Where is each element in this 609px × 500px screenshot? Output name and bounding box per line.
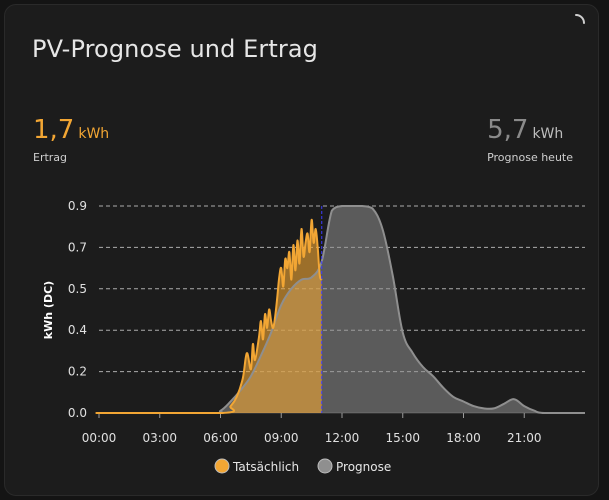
forecast-today-unit: kWh [532,126,564,142]
y-tick-label: 0.9 [68,199,87,213]
card-title: PV-Prognose und Ertrag [32,35,318,63]
forecast-series-line [98,205,585,415]
x-tick-label: 09:00 [264,431,299,445]
forecast-today-stat[interactable]: 5,7 kWh Prognose heute [487,115,573,164]
x-tick-label: 03:00 [142,431,177,445]
x-tick-label: 18:00 [446,431,481,445]
actual-yield-unit: kWh [78,126,110,142]
actual-yield-label: Ertrag [33,151,68,164]
actual-yield-value: 1,7 [33,115,75,145]
y-tick-label: 0.5 [68,282,87,296]
forecast-today-value: 5,7 [487,115,529,145]
y-tick-label: 0.0 [68,406,87,420]
actual-area [96,219,322,413]
x-tick-label: 15:00 [385,431,420,445]
y-tick-label: 0.2 [68,365,87,379]
x-tick-label: 12:00 [325,431,360,445]
actual-yield-stat[interactable]: 1,7 kWh Ertrag [33,115,109,164]
forecast-area [99,206,585,413]
x-tick-label: 06:00 [203,431,238,445]
x-tick-label: 21:00 [507,431,542,445]
actual-series-line [95,218,323,415]
x-tick-label: 00:00 [82,431,117,445]
loading-spinner-icon [575,14,585,24]
y-tick-label: 0.4 [68,323,87,337]
forecast-today-label: Prognose heute [487,151,573,164]
legend-marker[interactable] [317,458,333,474]
y-tick-label: 0.7 [68,240,87,254]
y-axis-title: kWh (DC) [42,281,55,339]
legend-label: Tatsächlich [232,460,299,474]
legend-label: Prognose [336,460,391,474]
legend-marker[interactable] [214,458,230,474]
